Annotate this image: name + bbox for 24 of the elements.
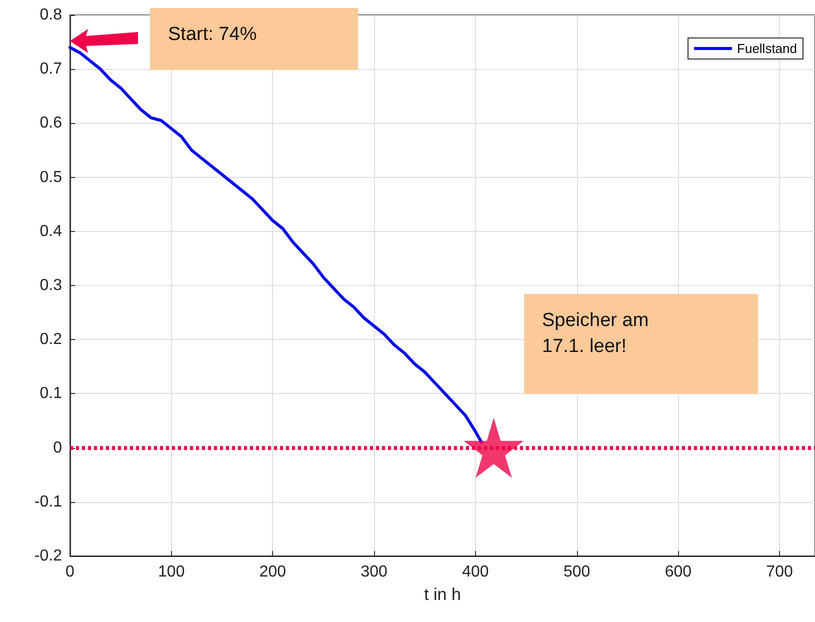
- x-tick-label: 0: [66, 564, 75, 580]
- line-series: [68, 46, 484, 444]
- x-tick-label: 200: [259, 564, 286, 580]
- y-tick-label: 0.4: [40, 222, 62, 240]
- y-tick-label: 0.2: [40, 331, 62, 348]
- note-box: Speicher am 17.1. leer!: [524, 294, 758, 394]
- x-tick-label: 600: [664, 564, 692, 580]
- x-tick-label: 400: [462, 564, 489, 580]
- legend-label: Fuellstand: [737, 41, 798, 56]
- note-box: Start: 74%: [150, 8, 358, 70]
- y-tick-label: -0.1: [34, 493, 62, 510]
- y-tick-label: 0.1: [40, 385, 62, 402]
- y-tick-label: 0.6: [40, 114, 62, 132]
- y-tick-label: 0.8: [40, 6, 62, 24]
- y-tick-label: -0.2: [34, 548, 62, 564]
- y-tick-label: 0.7: [40, 60, 62, 78]
- x-axis-title: t in h: [424, 585, 461, 604]
- x-tick-label: 500: [563, 564, 590, 580]
- x-tick-label: 300: [360, 564, 388, 580]
- x-tick-label: 100: [158, 564, 185, 580]
- y-tick-label: 0.3: [40, 277, 62, 294]
- x-tick-label: 700: [766, 564, 793, 580]
- y-tick-label: 0: [53, 439, 62, 456]
- y-tick-label: 0.5: [40, 168, 62, 186]
